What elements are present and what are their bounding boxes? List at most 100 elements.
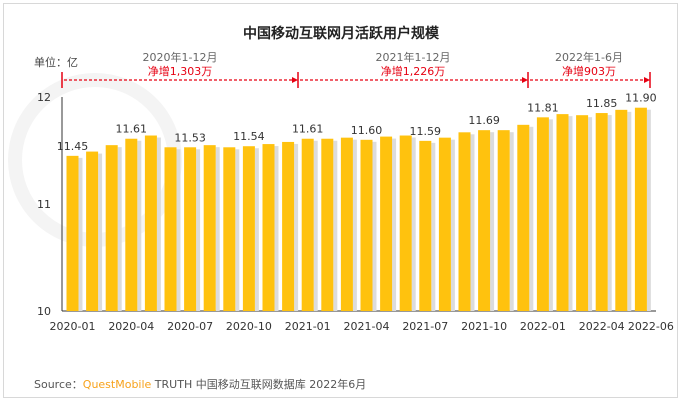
data-label: 11.60 <box>351 124 383 137</box>
unit-label: 单位：亿 <box>34 55 78 69</box>
bar-shadow <box>98 153 103 311</box>
source-prefix: Source： <box>34 378 83 391</box>
bar-2022-05 <box>615 109 628 311</box>
bar-2020-04 <box>125 138 138 311</box>
bar-2021-08 <box>438 137 451 311</box>
bar-shadow <box>215 147 220 311</box>
bar-shadow <box>274 146 279 311</box>
x-tick-label: 2020-07 <box>167 320 213 333</box>
bar-shadow <box>646 109 651 311</box>
bar-2020-05 <box>144 135 157 311</box>
bar-2021-07 <box>419 140 432 311</box>
bar-shadow <box>294 143 299 311</box>
bar-2020-10 <box>242 146 255 311</box>
bar-shadow <box>490 132 495 311</box>
bar-2020-01 <box>66 155 79 311</box>
bar-shadow <box>607 115 612 311</box>
bar-2021-02 <box>321 138 334 311</box>
bar-2020-12 <box>282 141 295 311</box>
bar-shadow <box>627 111 632 311</box>
bar-2021-10 <box>478 130 491 311</box>
x-tick-label: 2021-07 <box>402 320 448 333</box>
bar-shadow <box>509 132 514 311</box>
y-tick-label: 10 <box>37 305 51 318</box>
source-text: TRUTH 中国移动互联网数据库 2022年6月 <box>151 378 367 391</box>
bar-2022-04 <box>595 113 608 311</box>
bar-2022-03 <box>576 115 589 311</box>
bar-2021-05 <box>380 136 393 311</box>
net-growth-label: 净增903万 <box>562 64 616 78</box>
x-tick-label: 2022-01 <box>520 320 566 333</box>
data-label: 11.61 <box>116 123 148 136</box>
x-tick-label: 2021-01 <box>285 320 331 333</box>
data-label: 11.85 <box>586 97 618 110</box>
bar-shadow <box>156 137 161 311</box>
bar-shadow <box>176 149 181 311</box>
bar-shadow <box>137 140 142 311</box>
data-label: 11.45 <box>57 140 89 153</box>
bar-2021-04 <box>360 139 373 311</box>
bar-shadow <box>548 119 553 311</box>
x-tick-label: 2021-10 <box>461 320 507 333</box>
net-growth-label: 净增1,303万 <box>148 64 213 78</box>
data-label: 11.90 <box>625 92 657 105</box>
bar-2021-01 <box>301 138 314 311</box>
x-tick-label: 2020-10 <box>226 320 272 333</box>
bar-2021-11 <box>497 130 510 311</box>
bar-2020-06 <box>164 147 177 311</box>
bar-2021-03 <box>340 137 353 311</box>
bar-2022-06 <box>634 107 647 311</box>
data-label: 11.69 <box>468 114 500 127</box>
bar-2022-01 <box>536 117 549 311</box>
period-label: 2022年1-6月 <box>555 50 623 64</box>
bar-shadow <box>529 126 534 311</box>
arrow-head-icon <box>292 77 298 83</box>
x-tick-label: 2021-04 <box>344 320 390 333</box>
bar-shadow <box>470 134 475 311</box>
bar-shadow <box>431 142 436 311</box>
chart-frame <box>3 3 678 398</box>
bar-2020-07 <box>184 147 197 311</box>
net-growth-label: 净增1,226万 <box>381 64 446 78</box>
bar-shadow <box>392 138 397 311</box>
x-tick-label: 2022-06 <box>628 320 674 333</box>
bar-shadow <box>411 137 416 311</box>
data-label: 11.81 <box>527 101 559 114</box>
bar-shadow <box>333 140 338 311</box>
data-label: 11.59 <box>410 125 442 138</box>
x-tick-label: 2020-01 <box>50 320 96 333</box>
period-label: 2021年1-12月 <box>376 50 451 64</box>
bar-2020-03 <box>105 145 118 311</box>
chart-title: 中国移动互联网月活跃用户规模 <box>243 25 440 42</box>
bar-2021-12 <box>517 124 530 311</box>
arrow-head-icon <box>522 77 528 83</box>
arrow-head-icon <box>644 77 650 83</box>
bar-shadow <box>352 139 357 311</box>
bar-2020-08 <box>203 145 216 311</box>
source-note: Source：QuestMobile TRUTH 中国移动互联网数据库 2022… <box>34 376 366 392</box>
bar-shadow <box>372 141 377 311</box>
y-tick-label: 11 <box>37 198 51 211</box>
bar-2021-09 <box>458 132 471 311</box>
bar-2020-11 <box>262 144 275 311</box>
data-label: 11.61 <box>292 123 324 136</box>
period-label: 2020年1-12月 <box>143 50 218 64</box>
bar-2020-09 <box>223 147 236 311</box>
bar-shadow <box>254 148 259 311</box>
bar-shadow <box>196 149 201 311</box>
x-tick-label: 2020-04 <box>108 320 154 333</box>
bar-shadow <box>568 116 573 312</box>
bar-shadow <box>313 140 318 311</box>
data-label: 11.54 <box>233 130 265 143</box>
source-brand: QuestMobile <box>82 378 152 391</box>
bar-2022-02 <box>556 114 569 312</box>
y-tick-label: 12 <box>37 91 51 104</box>
bar-shadow <box>588 117 593 311</box>
bar-shadow <box>450 139 455 311</box>
bar-2020-02 <box>86 151 99 311</box>
x-tick-label: 2022-04 <box>579 320 625 333</box>
bar-shadow <box>78 157 83 311</box>
bar-shadow <box>117 147 122 311</box>
